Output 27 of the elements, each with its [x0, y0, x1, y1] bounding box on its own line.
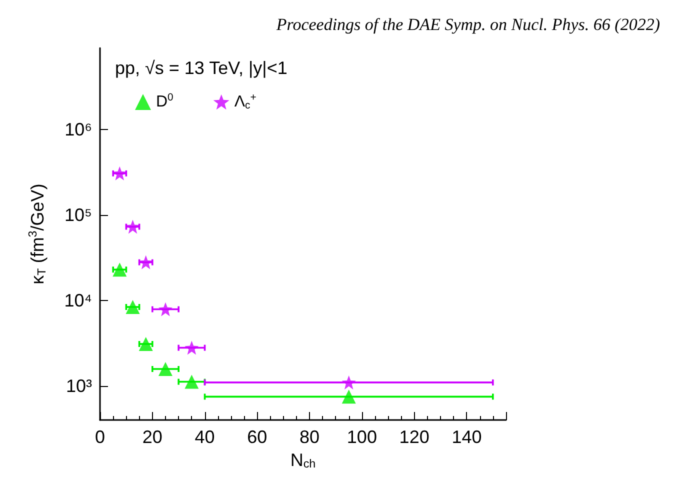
- point: [112, 262, 127, 277]
- y-tick-label: 10⁴: [64, 290, 92, 311]
- y-tick-label: 10⁵: [64, 205, 92, 226]
- point: [138, 336, 153, 351]
- x-tick-label: 0: [94, 427, 106, 447]
- x-tick-label: 120: [399, 427, 430, 447]
- y-axis-title: κT (fm3/GeV): [26, 184, 48, 284]
- point: [112, 166, 127, 180]
- text: pp, √s = 13 TeV, |y|<1: [115, 58, 288, 78]
- x-tick-label: 100: [346, 427, 377, 447]
- point: [126, 220, 140, 234]
- y-tick-label: 10⁶: [64, 120, 92, 140]
- point: [184, 340, 199, 355]
- y-tick-label: 10³: [66, 376, 92, 396]
- point: [126, 300, 140, 314]
- x-tick-label: 40: [194, 427, 215, 447]
- point: [138, 255, 153, 270]
- x-tick-label: 60: [247, 427, 268, 447]
- point: [184, 374, 199, 389]
- point: [342, 375, 356, 390]
- point: [158, 362, 172, 376]
- x-tick-label: 20: [142, 427, 162, 447]
- x-tick-label: 140: [452, 427, 482, 447]
- text: Proceedings of the DAE Symp. on Nucl. Phys. 66 (2022): [275, 15, 660, 34]
- point: [342, 390, 356, 404]
- point: [158, 302, 172, 316]
- x-tick-label: 80: [300, 427, 320, 447]
